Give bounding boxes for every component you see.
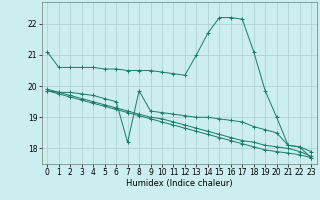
X-axis label: Humidex (Indice chaleur): Humidex (Indice chaleur) [126,179,233,188]
